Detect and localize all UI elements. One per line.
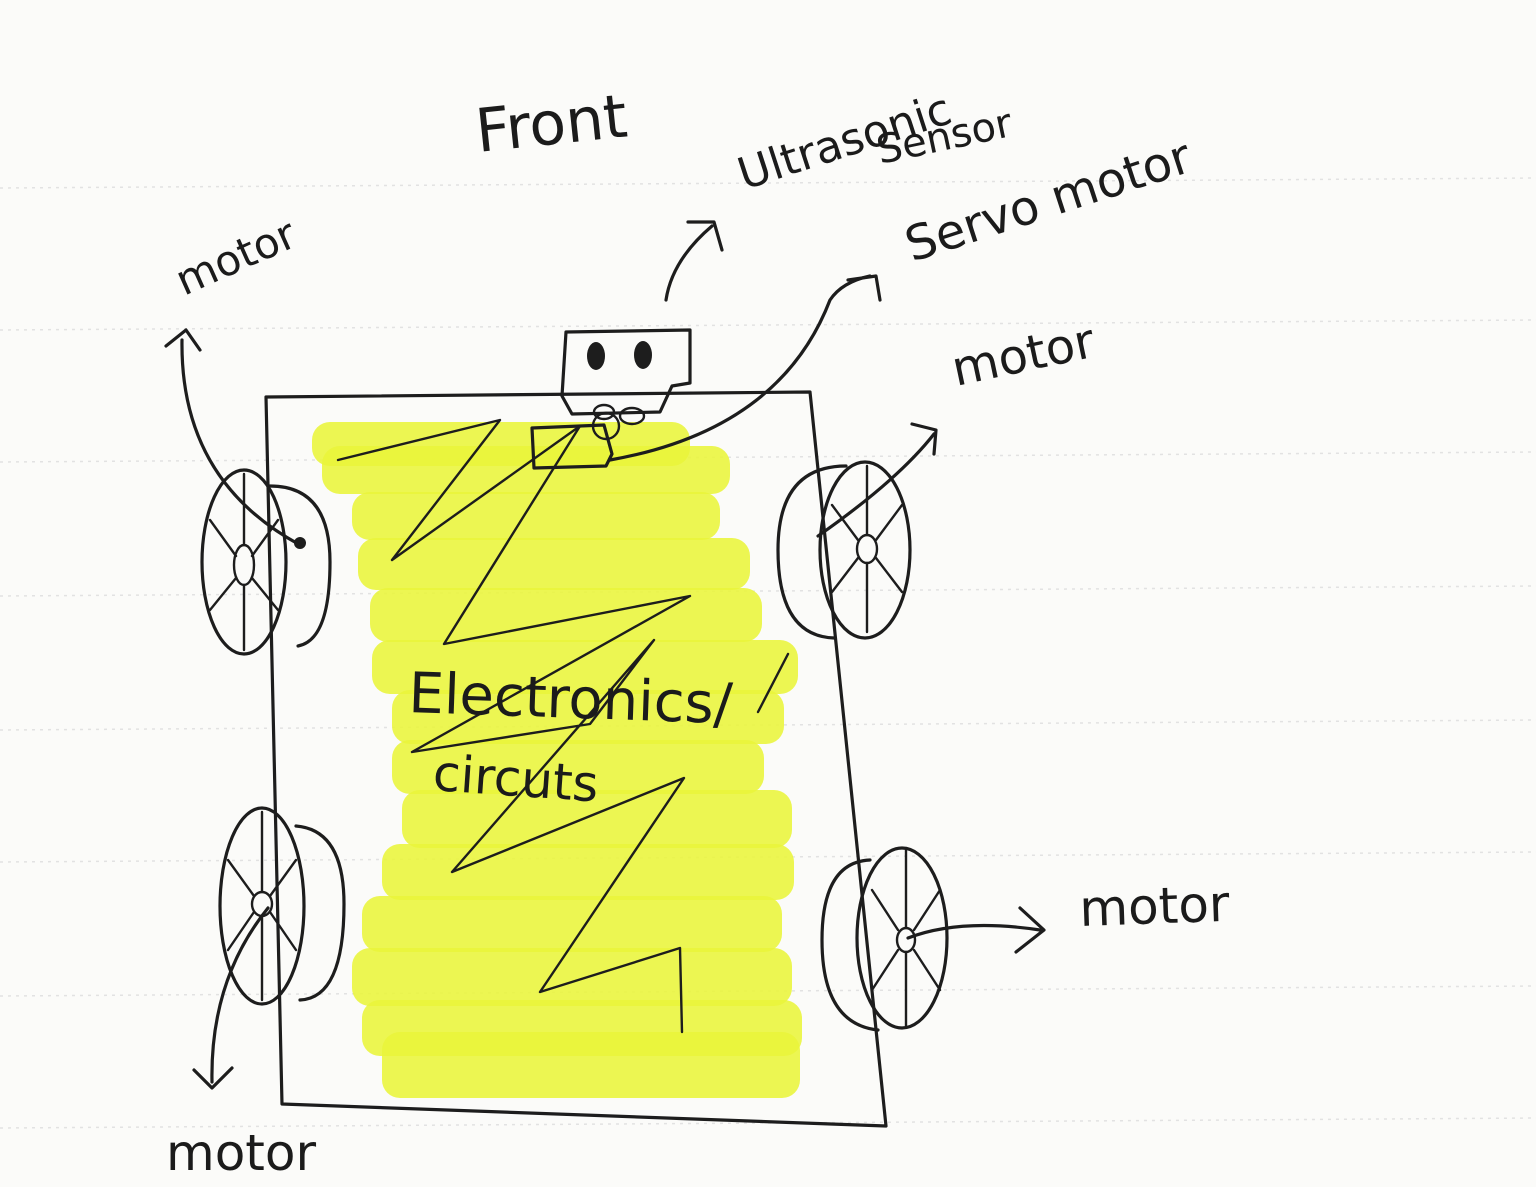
label-front: Front (472, 81, 630, 166)
highlighter-fill (312, 422, 802, 1098)
label-motor-bottom-left: motor (166, 1124, 316, 1182)
callout-arrows (164, 220, 1046, 1090)
label-motor-top-right: motor (947, 313, 1100, 398)
label-motor-top-left: motor (168, 209, 304, 305)
robot-chassis (264, 390, 888, 1128)
wiring-zigzag (336, 418, 692, 1034)
label-motor-bottom-right: motor (1078, 875, 1230, 938)
wheel-icon (200, 460, 949, 1032)
ultrasonic-sensor-icon (560, 328, 692, 426)
label-electronics: Electronics/ (408, 661, 734, 737)
label-circuits: circuts (431, 744, 600, 813)
